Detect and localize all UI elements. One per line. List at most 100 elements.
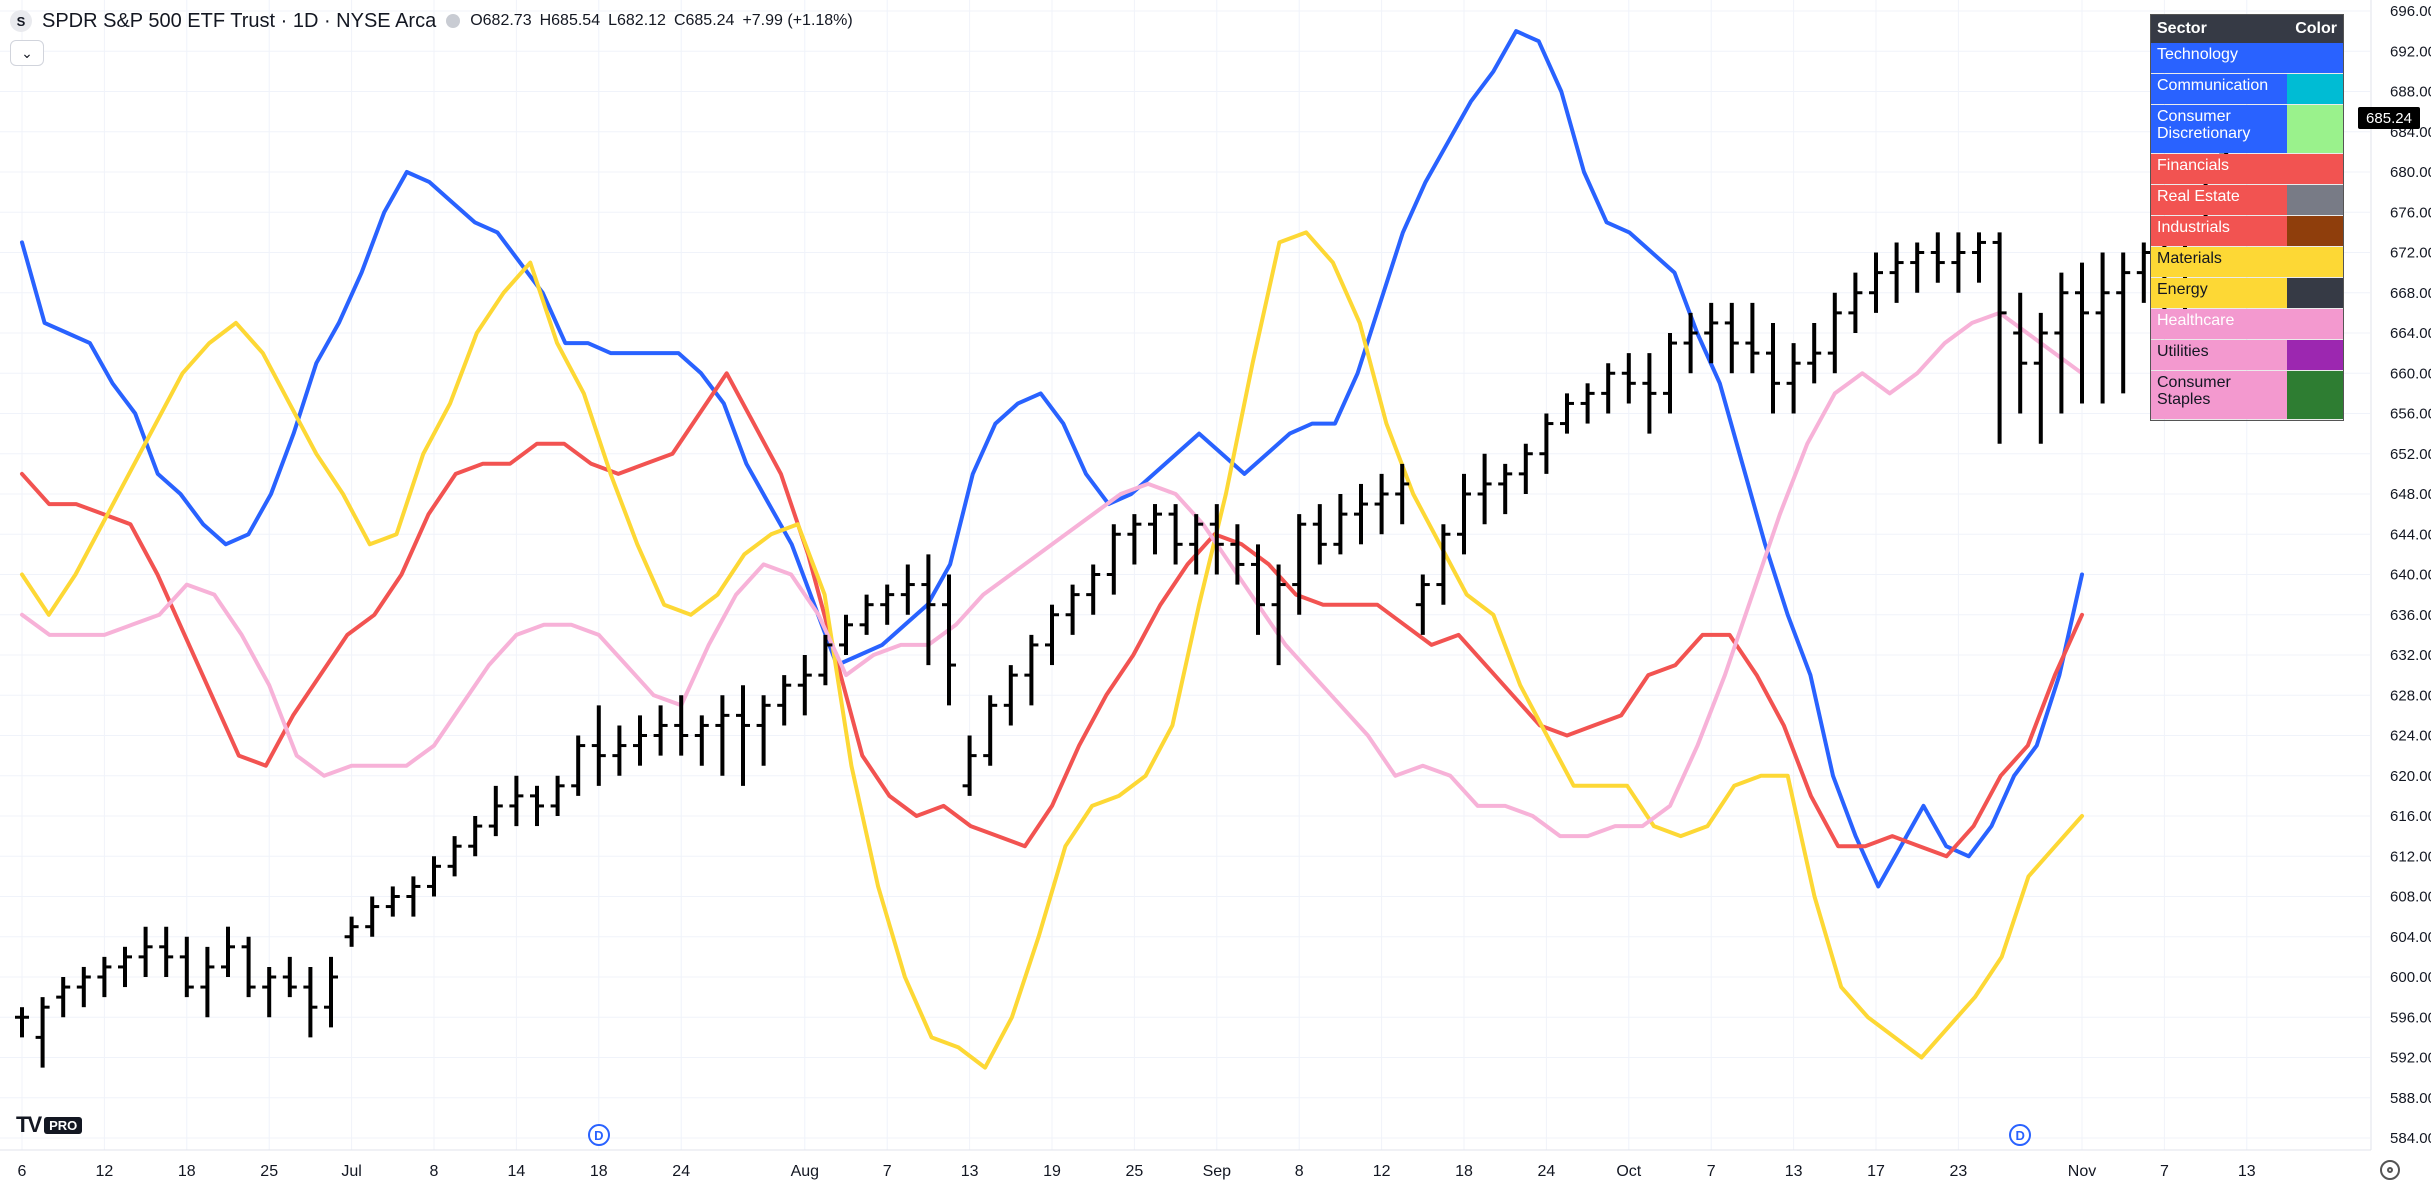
ohlc-bar	[1127, 514, 1142, 565]
ohlc-bar	[859, 594, 874, 635]
ohlc-bar	[1395, 463, 1410, 525]
price-tick-label: 672.00	[2390, 245, 2431, 262]
ohlc-bar	[1560, 393, 1574, 434]
ohlc-bar	[1621, 353, 1636, 404]
ohlc-bar	[1786, 343, 1801, 414]
ohlc-bar	[756, 695, 771, 766]
ohlc-bar	[2054, 272, 2069, 414]
open-label: O	[470, 12, 483, 29]
dividend-marker[interactable]: D	[587, 1124, 610, 1146]
ohlc-bar	[1498, 463, 1513, 515]
legend-sector-name: Utilities	[2151, 340, 2287, 370]
ohlc-bar	[303, 966, 318, 1038]
price-tick-label: 624.00	[2390, 728, 2431, 745]
collapse-legend-button[interactable]: ⌄	[10, 40, 44, 66]
ohlc-bar	[633, 715, 647, 766]
price-tick-label: 644.00	[2390, 526, 2431, 543]
ohlc-bar	[880, 584, 895, 625]
date-tick-label: 19	[1043, 1163, 1061, 1180]
date-tick-label: 18	[178, 1163, 196, 1180]
dividend-marker[interactable]: D	[2009, 1124, 2032, 1146]
date-tick-label: 18	[590, 1163, 608, 1180]
ohlc-bar	[159, 926, 174, 977]
price-tick-label: 688.00	[2390, 84, 2431, 101]
date-tick-label: 7	[883, 1163, 892, 1180]
price-tick-label: 692.00	[2390, 43, 2431, 60]
ohlc-bar	[385, 886, 400, 917]
low-label: L	[608, 12, 617, 29]
date-tick-label: 25	[260, 1163, 278, 1180]
ohlc-bar	[2116, 252, 2131, 394]
date-tick-label: 24	[1538, 1163, 1556, 1180]
legend-header: Sector Color	[2151, 15, 2343, 43]
ohlc-bar	[56, 977, 71, 1018]
ohlc-bar	[2033, 312, 2048, 444]
ohlc-bar	[344, 916, 359, 947]
ohlc-bar	[530, 785, 544, 827]
ohlc-bar	[1415, 574, 1430, 635]
ohlc-bar	[200, 946, 215, 1018]
ohlc-bar	[962, 735, 977, 796]
ohlc-bar	[1271, 564, 1286, 666]
ohlc-bar	[571, 735, 586, 796]
ohlc-bar	[1539, 413, 1554, 474]
legend-color-swatch	[2287, 247, 2343, 277]
legend-color-swatch	[2287, 278, 2343, 308]
ohlc-bar	[1992, 232, 2007, 444]
legend-row: Financials	[2151, 154, 2343, 185]
price-tick-label: 596.00	[2390, 1009, 2431, 1026]
ohlc-bar	[1807, 322, 1822, 384]
ohlc-bar	[1889, 242, 1904, 303]
price-tick-label: 588.00	[2390, 1090, 2431, 1107]
low-value: 682.12	[617, 12, 666, 29]
gear-icon[interactable]	[2380, 1160, 2400, 1180]
ohlc-bar	[612, 725, 627, 776]
ohlc-bar	[1024, 634, 1039, 706]
legend-sector-name: Financials	[2151, 154, 2287, 184]
legend-color-swatch	[2287, 309, 2343, 339]
price-tick-label: 584.00	[2390, 1130, 2431, 1147]
date-tick-label: 23	[1950, 1163, 1968, 1180]
date-tick-label: 17	[1867, 1163, 1885, 1180]
legend-sector-name: Communication	[2151, 74, 2287, 104]
price-tick-label: 600.00	[2390, 969, 2431, 986]
tradingview-logo[interactable]: TV PRO	[16, 1112, 83, 1138]
ohlc-bar	[818, 634, 833, 686]
ohlc-bar	[550, 775, 565, 816]
legend-color-swatch	[2287, 185, 2343, 215]
ohlc-bar	[365, 896, 380, 937]
date-tick-label: 13	[2238, 1163, 2256, 1180]
tradingview-mark: TV	[16, 1112, 42, 1137]
legend-row: Consumer Staples	[2151, 371, 2343, 420]
ohlc-bar	[1251, 544, 1265, 635]
date-tick-label: 14	[508, 1163, 526, 1180]
symbol-header[interactable]: S SPDR S&P 500 ETF Trust · 1D · NYSE Arc…	[10, 6, 853, 36]
legend-row: Healthcare	[2151, 309, 2343, 340]
ohlc-bar	[1292, 514, 1307, 615]
date-tick-label: 12	[96, 1163, 114, 1180]
price-tick-label: 640.00	[2390, 567, 2431, 584]
sector-line-3	[20, 310, 2084, 839]
ohlc-bar	[715, 695, 730, 776]
sector-line-0	[20, 29, 2084, 889]
price-tick-label: 604.00	[2390, 929, 2431, 946]
ohlc-bar	[1930, 232, 1945, 283]
date-tick-label: 8	[1295, 1163, 1304, 1180]
ohlc-bar	[138, 926, 153, 977]
legend-sector-name: Industrials	[2151, 216, 2287, 246]
ohlc-bar	[1457, 473, 1471, 555]
sector-lines	[20, 29, 2084, 1070]
ohlc-bar	[1003, 665, 1018, 726]
ohlc-bar	[1827, 292, 1842, 374]
ohlc-bar	[674, 695, 689, 756]
market-status-icon	[446, 14, 461, 28]
legend-color-swatch	[2287, 216, 2343, 246]
open-value: 682.73	[482, 12, 532, 29]
date-tick-label: 13	[1785, 1163, 1803, 1180]
price-tick-label: 696.00	[2390, 3, 2431, 20]
symbol-title[interactable]: SPDR S&P 500 ETF Trust · 1D · NYSE Arca	[42, 9, 437, 32]
price-tick-label: 620.00	[2390, 768, 2431, 785]
ohlc-bar	[509, 775, 524, 827]
